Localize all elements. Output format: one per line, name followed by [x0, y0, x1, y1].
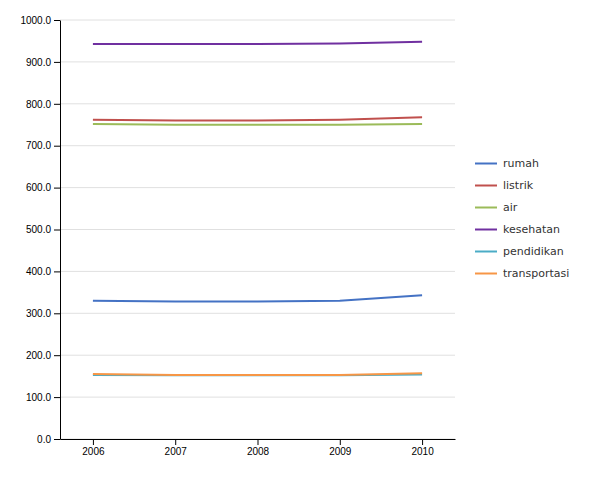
tick-label: 400.0	[26, 266, 51, 277]
series-line	[93, 42, 422, 44]
legend-label: pendidikan	[503, 245, 564, 258]
tick-mark	[340, 439, 341, 445]
legend-label: listrik	[503, 179, 534, 192]
grid-line	[60, 229, 455, 230]
legend-label: kesehatan	[503, 223, 560, 236]
grid-line	[60, 61, 455, 62]
tick-mark	[54, 313, 60, 314]
legend-swatch	[475, 207, 497, 209]
series-line	[93, 373, 422, 375]
legend-item: transportasi	[475, 267, 569, 280]
x-tick: 2010	[411, 439, 434, 457]
y-tick: 700.0	[26, 140, 60, 151]
legend-item: pendidikan	[475, 245, 564, 258]
tick-mark	[93, 439, 94, 445]
tick-label: 500.0	[26, 224, 51, 235]
legend-swatch	[475, 163, 497, 165]
tick-label: 0.0	[37, 434, 51, 445]
tick-label: 200.0	[26, 350, 51, 361]
tick-label: 900.0	[26, 57, 51, 68]
tick-mark	[422, 439, 423, 445]
x-tick: 2006	[82, 439, 105, 457]
tick-mark	[54, 230, 60, 231]
y-axis: 0.0 100.0 200.0 300.0 400.0 500.0 600.0 700.0 80…	[20, 15, 60, 445]
grid-line	[60, 355, 455, 356]
plot: 2006 2007 2008 2009 2010 0.0 100.0 200.0 300.0 40…	[20, 15, 455, 457]
x-axis: 2006 2007 2008 2009 2010	[61, 439, 456, 457]
tick-label: 2006	[82, 446, 105, 457]
tick-mark	[54, 104, 60, 105]
tick-label: 2009	[329, 446, 352, 457]
tick-label: 2007	[165, 446, 188, 457]
y-tick: 0.0	[37, 434, 60, 445]
tick-label: 1000.0	[20, 15, 51, 26]
x-tick: 2008	[247, 439, 270, 457]
grid	[60, 20, 455, 439]
grid-line	[60, 271, 455, 272]
x-tick: 2007	[165, 439, 188, 457]
axis-line	[60, 21, 61, 440]
y-tick: 100.0	[26, 392, 60, 403]
tick-mark	[175, 439, 176, 445]
tick-label: 2010	[411, 446, 434, 457]
tick-label: 600.0	[26, 182, 51, 193]
tick-mark	[54, 20, 60, 21]
legend-item: rumah	[475, 157, 539, 170]
tick-label: 2008	[247, 446, 270, 457]
series-line	[93, 373, 422, 376]
grid-line	[60, 103, 455, 104]
y-tick: 200.0	[26, 350, 60, 361]
tick-mark	[54, 188, 60, 189]
series-line	[93, 117, 422, 120]
legend-label: rumah	[503, 157, 539, 170]
tick-label: 300.0	[26, 308, 51, 319]
tick-label: 100.0	[26, 392, 51, 403]
legend-item: air	[475, 201, 518, 214]
legend-swatch	[475, 185, 497, 187]
y-tick: 1000.0	[20, 15, 60, 26]
grid-line	[60, 145, 455, 146]
grid-line	[60, 20, 455, 21]
grid-line	[60, 313, 455, 314]
grid-line	[60, 397, 455, 398]
legend-label: air	[503, 201, 518, 214]
series-line	[93, 123, 422, 126]
tick-mark	[54, 355, 60, 356]
legend: rumah listrik air kesehatan pendidikan transp…	[475, 157, 569, 280]
series-line	[93, 295, 422, 301]
tick-mark	[54, 62, 60, 63]
series-group	[93, 42, 422, 376]
legend-swatch	[475, 251, 497, 253]
tick-mark	[54, 271, 60, 272]
tick-mark	[54, 439, 60, 440]
y-tick: 600.0	[26, 182, 60, 193]
tick-mark	[54, 146, 60, 147]
y-tick: 400.0	[26, 266, 60, 277]
y-tick: 500.0	[26, 224, 60, 235]
grid-line	[60, 187, 455, 188]
legend-item: listrik	[475, 179, 534, 192]
y-tick: 800.0	[26, 99, 60, 110]
tick-label: 700.0	[26, 140, 51, 151]
y-tick: 900.0	[26, 57, 60, 68]
legend-swatch	[475, 229, 497, 231]
tick-mark	[258, 439, 259, 445]
y-tick: 300.0	[26, 308, 60, 319]
chart: 2006 2007 2008 2009 2010 0.0 100.0 200.0 300.0 40…	[0, 0, 595, 479]
x-tick: 2009	[329, 439, 352, 457]
legend-label: transportasi	[503, 267, 569, 280]
tick-label: 800.0	[26, 99, 51, 110]
legend-swatch	[475, 273, 497, 275]
tick-mark	[54, 397, 60, 398]
legend-item: kesehatan	[475, 223, 560, 236]
